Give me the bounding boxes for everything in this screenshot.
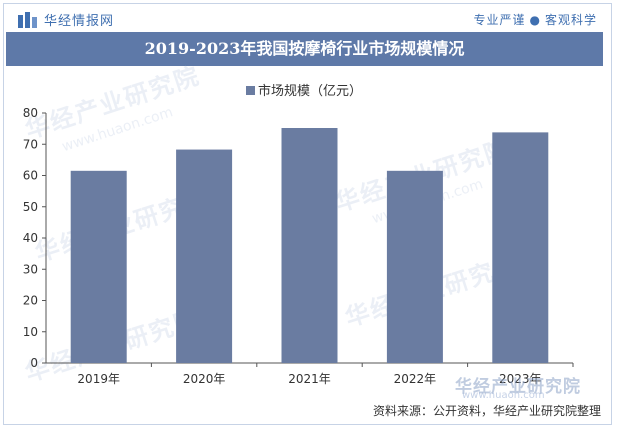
title-bar: 2019-2023年我国按摩椅行业市场规模情况 <box>6 32 603 66</box>
y-tick-label: 80 <box>23 106 38 120</box>
legend-label: 市场规模（亿元） <box>258 84 363 99</box>
y-tick-label: 30 <box>23 262 38 276</box>
chart-title: 2019-2023年我国按摩椅行业市场规模情况 <box>144 39 465 58</box>
slogan-dot-icon: ● <box>529 13 541 27</box>
legend-swatch <box>246 86 255 95</box>
brand-name: 华经情报网 <box>44 14 115 29</box>
x-tick-label: 2020年 <box>183 372 226 386</box>
x-tick-label: 2019年 <box>77 372 120 386</box>
bar-2020年 <box>176 149 233 363</box>
bar-2023年 <box>492 132 549 363</box>
chart-legend: 市场规模（亿元） <box>246 80 363 99</box>
x-tick-label: 2022年 <box>394 372 437 386</box>
source-note: 资料来源：公开资料，华经产业研究院整理 <box>372 404 601 418</box>
y-tick-label: 70 <box>23 137 38 151</box>
x-tick-label: 2023年 <box>499 372 542 386</box>
y-tick-label: 10 <box>23 325 38 339</box>
y-tick-label: 40 <box>23 231 38 245</box>
slogan: 专业严谨 ● 客观科学 <box>473 11 597 28</box>
x-tick-label: 2021年 <box>288 372 331 386</box>
bar-2021年 <box>281 128 338 363</box>
bar-2019年 <box>70 170 127 363</box>
bar-2022年 <box>386 170 443 363</box>
y-tick-label: 0 <box>30 356 38 370</box>
slogan-right: 客观科学 <box>544 13 597 27</box>
y-tick-label: 60 <box>23 169 38 183</box>
corner-watermark-text: 华经产业研究院 <box>455 377 581 397</box>
y-tick-label: 50 <box>23 200 38 214</box>
corner-watermark-url: www.huaon.com <box>462 390 545 401</box>
slogan-left: 专业严谨 <box>473 13 526 27</box>
header-bar: 华经情报网 专业严谨 ● 客观科学 <box>4 4 611 34</box>
logo-icon <box>18 12 37 28</box>
y-tick-label: 20 <box>23 294 38 308</box>
